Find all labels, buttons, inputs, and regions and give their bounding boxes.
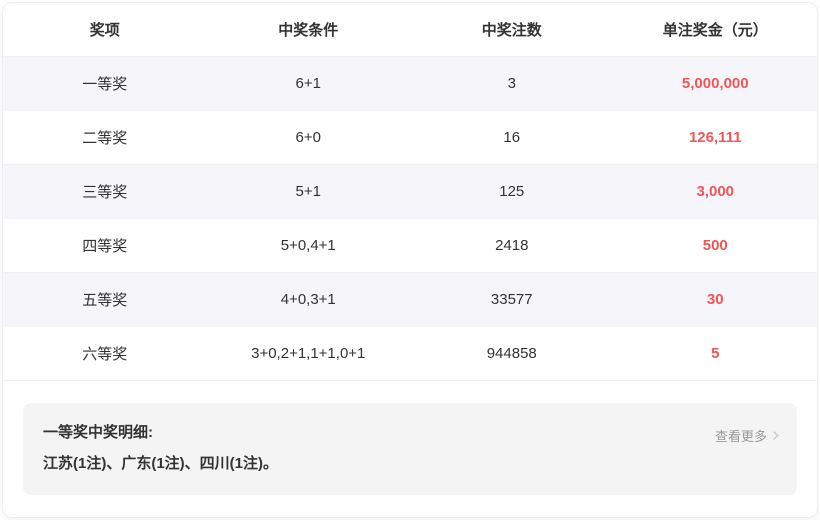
- header-prize: 奖项: [89, 22, 120, 39]
- cell-prize: 四等奖: [82, 238, 128, 255]
- table-body: 一等奖 6+1 3 5,000,000 二等奖 6+0 16 126,111 三等奖 5+1 125…: [3, 57, 817, 381]
- cell-amount: 5,000,000: [681, 75, 749, 92]
- table-row: 五等奖 4+0,3+1 33577 30: [3, 273, 817, 327]
- cell-count: 33577: [490, 291, 533, 308]
- table-row: 二等奖 6+0 16 126,111: [3, 111, 817, 165]
- cell-amount: 500: [702, 237, 728, 254]
- view-more-label: 查看更多: [714, 429, 767, 444]
- view-more-link[interactable]: 查看更多: [715, 426, 781, 445]
- cell-condition: 5+1: [295, 183, 321, 200]
- chevron-right-icon: [770, 430, 781, 441]
- cell-condition: 6+0: [295, 129, 321, 146]
- cell-prize: 五等奖: [82, 292, 128, 309]
- cell-condition: 4+0,3+1: [280, 291, 336, 308]
- cell-condition: 6+1: [295, 75, 321, 92]
- header-count: 中奖注数: [481, 22, 542, 39]
- table-header: 奖项 中奖条件 中奖注数 单注奖金（元）: [3, 3, 817, 57]
- cell-count: 3: [507, 75, 516, 92]
- table-row: 一等奖 6+1 3 5,000,000: [3, 57, 817, 111]
- detail-winners-text: 江苏(1注)、广东(1注)、四川(1注)。: [43, 455, 278, 472]
- cell-count: 125: [499, 183, 525, 200]
- cell-prize: 一等奖: [82, 76, 128, 93]
- cell-prize: 二等奖: [82, 130, 128, 147]
- cell-prize: 三等奖: [82, 184, 128, 201]
- cell-amount: 5: [711, 345, 720, 362]
- table-row: 三等奖 5+1 125 3,000: [3, 165, 817, 219]
- cell-condition: 3+0,2+1,1+1,0+1: [251, 345, 366, 362]
- cell-amount: 3,000: [696, 183, 735, 200]
- cell-count: 2418: [495, 237, 529, 254]
- cell-condition: 5+0,4+1: [280, 237, 336, 254]
- cell-count: 16: [503, 129, 521, 146]
- header-condition: 中奖条件: [278, 22, 339, 39]
- first-prize-detail-panel: 一等奖中奖明细: 江苏(1注)、广东(1注)、四川(1注)。 查看更多: [23, 403, 797, 495]
- detail-title: 一等奖中奖明细:: [43, 424, 153, 441]
- cell-prize: 六等奖: [82, 346, 128, 363]
- table-row: 四等奖 5+0,4+1 2418 500: [3, 219, 817, 273]
- cell-count: 944858: [486, 345, 537, 362]
- cell-amount: 30: [706, 291, 724, 308]
- header-amount: 单注奖金（元）: [662, 22, 768, 39]
- cell-amount: 126,111: [688, 129, 742, 146]
- table-row: 六等奖 3+0,2+1,1+1,0+1 944858 5: [3, 327, 817, 381]
